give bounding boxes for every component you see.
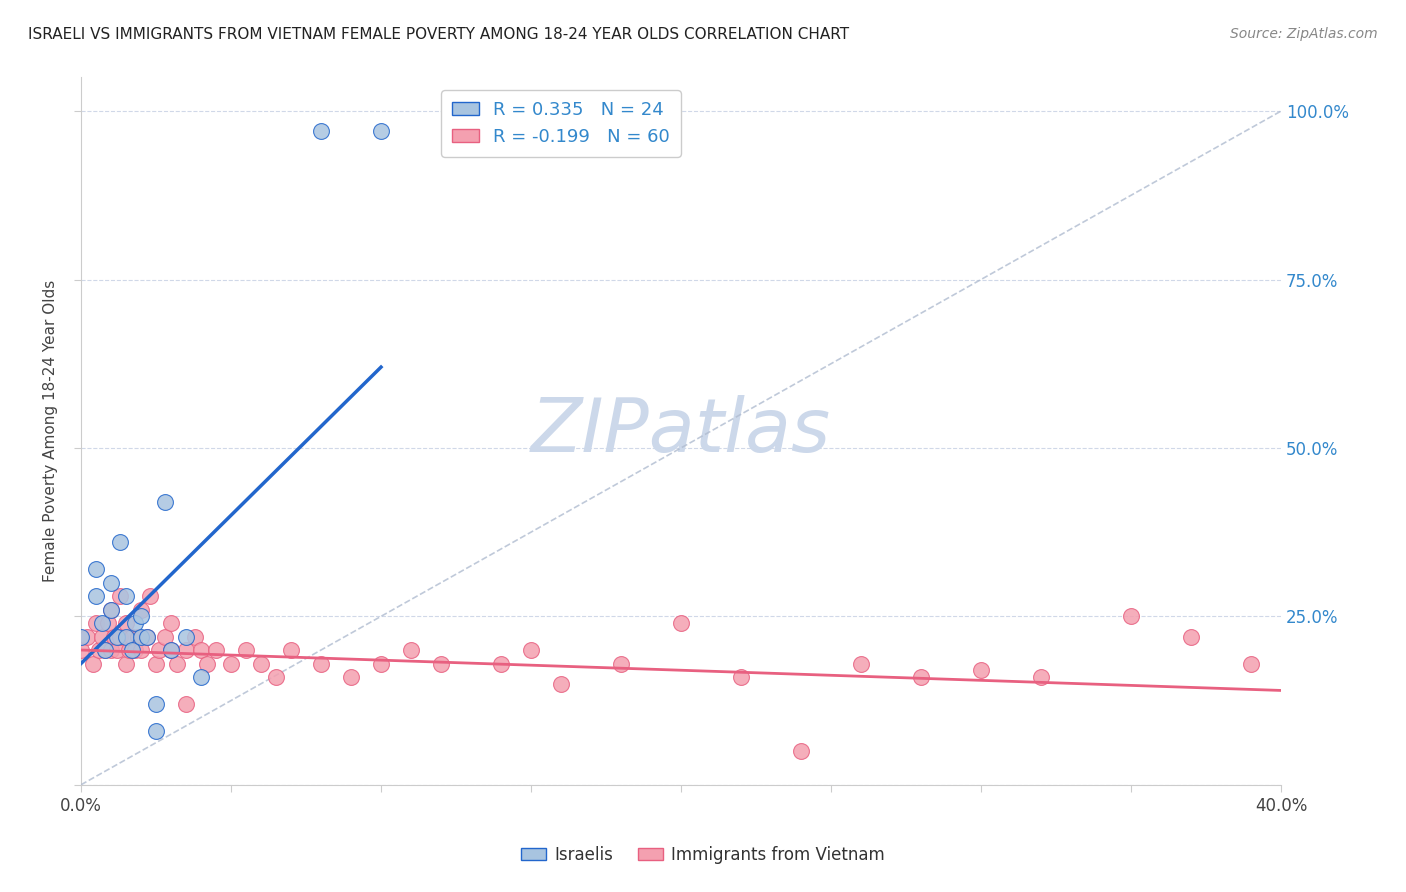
- Point: [84, 562, 107, 576]
- Point: [1029, 670, 1052, 684]
- Point: [264, 670, 287, 684]
- Point: [91, 616, 114, 631]
- Point: [70, 630, 93, 644]
- Point: [100, 643, 122, 657]
- Point: [145, 657, 167, 671]
- Point: [153, 630, 176, 644]
- Point: [370, 657, 392, 671]
- Point: [103, 630, 125, 644]
- Point: [129, 609, 152, 624]
- Point: [129, 643, 152, 657]
- Point: [115, 630, 138, 644]
- Point: [84, 589, 107, 603]
- Point: [520, 643, 543, 657]
- Point: [115, 616, 138, 631]
- Point: [1240, 657, 1263, 671]
- Point: [129, 630, 152, 644]
- Text: ISRAELI VS IMMIGRANTS FROM VIETNAM FEMALE POVERTY AMONG 18-24 YEAR OLDS CORRELAT: ISRAELI VS IMMIGRANTS FROM VIETNAM FEMAL…: [28, 27, 849, 42]
- Point: [105, 630, 128, 644]
- Y-axis label: Female Poverty Among 18-24 Year Olds: Female Poverty Among 18-24 Year Olds: [44, 280, 58, 582]
- Point: [70, 643, 93, 657]
- Point: [309, 657, 332, 671]
- Point: [370, 124, 392, 138]
- Point: [153, 495, 176, 509]
- Point: [100, 575, 122, 590]
- Point: [145, 697, 167, 711]
- Point: [129, 602, 152, 616]
- Point: [82, 657, 104, 671]
- Point: [100, 602, 122, 616]
- Point: [108, 630, 131, 644]
- Point: [166, 657, 188, 671]
- Point: [235, 643, 257, 657]
- Point: [550, 676, 572, 690]
- Point: [1119, 609, 1142, 624]
- Point: [148, 643, 170, 657]
- Point: [430, 657, 453, 671]
- Point: [97, 616, 120, 631]
- Point: [174, 697, 197, 711]
- Point: [970, 663, 993, 677]
- Point: [136, 630, 159, 644]
- Point: [121, 643, 143, 657]
- Point: [115, 657, 138, 671]
- Point: [76, 630, 98, 644]
- Point: [145, 723, 167, 738]
- Point: [190, 670, 212, 684]
- Point: [160, 616, 183, 631]
- Point: [849, 657, 872, 671]
- Point: [489, 657, 512, 671]
- Point: [669, 616, 692, 631]
- Point: [139, 589, 162, 603]
- Point: [250, 657, 273, 671]
- Point: [790, 744, 813, 758]
- Point: [195, 657, 218, 671]
- Legend: Israelis, Immigrants from Vietnam: Israelis, Immigrants from Vietnam: [515, 839, 891, 871]
- Point: [124, 643, 146, 657]
- Point: [174, 630, 197, 644]
- Legend: R = 0.335   N = 24, R = -0.199   N = 60: R = 0.335 N = 24, R = -0.199 N = 60: [441, 90, 681, 157]
- Point: [174, 643, 197, 657]
- Point: [121, 630, 143, 644]
- Point: [280, 643, 302, 657]
- Point: [108, 535, 131, 549]
- Point: [730, 670, 752, 684]
- Point: [87, 643, 110, 657]
- Point: [610, 657, 633, 671]
- Point: [127, 630, 149, 644]
- Point: [160, 643, 183, 657]
- Point: [105, 643, 128, 657]
- Text: Source: ZipAtlas.com: Source: ZipAtlas.com: [1230, 27, 1378, 41]
- Point: [1180, 630, 1202, 644]
- Point: [309, 124, 332, 138]
- Point: [136, 630, 159, 644]
- Point: [910, 670, 932, 684]
- Point: [184, 630, 207, 644]
- Point: [115, 589, 138, 603]
- Point: [190, 643, 212, 657]
- Point: [205, 643, 228, 657]
- Point: [160, 643, 183, 657]
- Point: [94, 643, 117, 657]
- Point: [84, 616, 107, 631]
- Point: [94, 643, 117, 657]
- Point: [219, 657, 242, 671]
- Point: [108, 589, 131, 603]
- Text: ZIPatlas: ZIPatlas: [531, 395, 831, 467]
- Point: [118, 643, 141, 657]
- Point: [91, 630, 114, 644]
- Point: [399, 643, 422, 657]
- Point: [124, 616, 146, 631]
- Point: [100, 602, 122, 616]
- Point: [340, 670, 363, 684]
